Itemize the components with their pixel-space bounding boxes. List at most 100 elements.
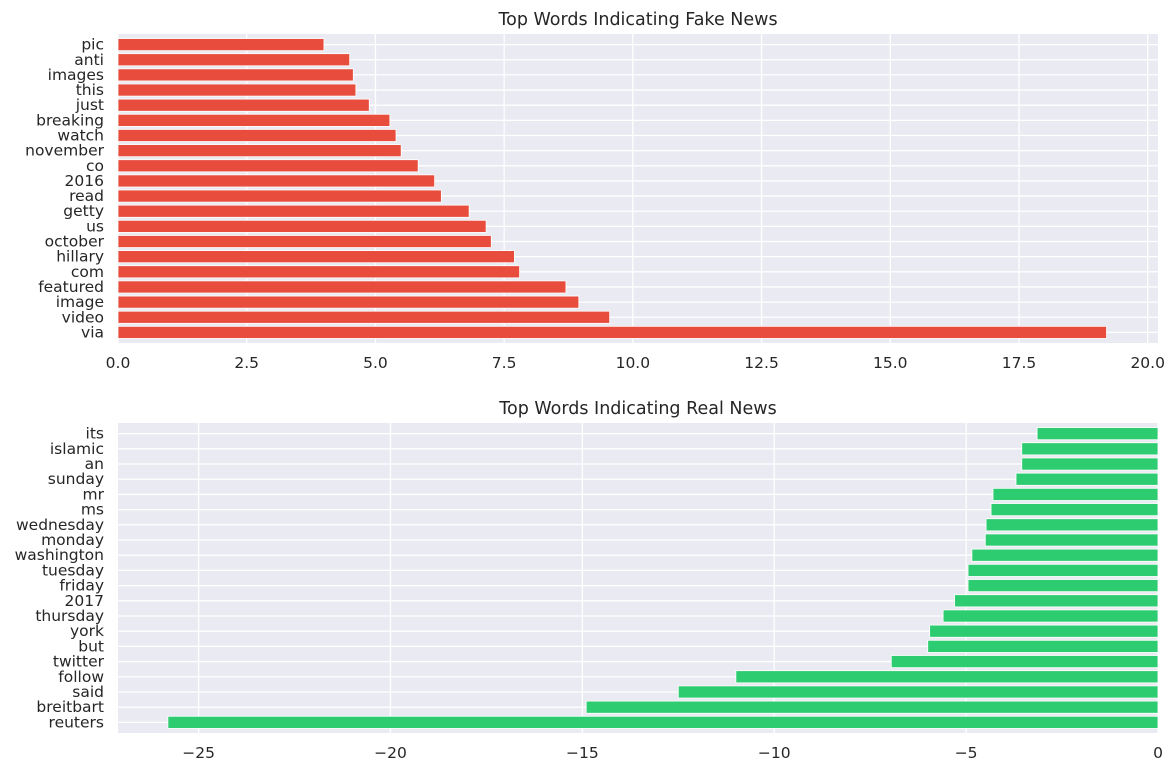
bar-mr <box>992 487 1159 501</box>
bar-breitbart <box>585 700 1159 714</box>
x-tick-label: 17.5 <box>1002 354 1037 372</box>
x-tick-label: −20 <box>374 744 407 762</box>
y-tick-label: just <box>75 96 104 114</box>
fake-news-chart: viavideoimagefeaturedcomhillaryoctoberus… <box>25 10 1165 372</box>
bar-washington <box>971 548 1159 562</box>
y-tick-label: friday <box>59 577 104 595</box>
x-tick-label: 12.5 <box>744 354 779 372</box>
y-tick-label: anti <box>74 51 104 69</box>
bar-sunday <box>1015 472 1159 486</box>
bar-just <box>117 98 370 112</box>
y-tick-label: us <box>86 217 104 235</box>
y-tick-label: featured <box>38 278 104 296</box>
y-tick-label: but <box>78 637 104 655</box>
bar-read <box>117 189 442 203</box>
bar-follow <box>735 670 1159 684</box>
bar-reuters <box>167 715 1159 729</box>
bar-anti <box>117 53 351 67</box>
bar-video <box>117 310 611 324</box>
bar-co <box>117 159 419 173</box>
y-tick-label: monday <box>41 531 104 549</box>
bar-images <box>117 68 354 82</box>
bar-friday <box>967 579 1159 593</box>
y-tick-label: images <box>48 66 104 84</box>
y-tick-label: hillary <box>56 248 104 266</box>
y-tick-label: com <box>71 263 104 281</box>
bar-thursday <box>942 609 1159 623</box>
bar-november <box>117 144 402 158</box>
bar-image <box>117 295 580 309</box>
bar-wednesday <box>985 518 1159 532</box>
bar-an <box>1021 457 1159 471</box>
y-tick-label: 2016 <box>65 172 104 190</box>
bar-monday <box>984 533 1159 547</box>
y-tick-label: getty <box>63 202 104 220</box>
bar-twitter <box>890 655 1159 669</box>
bar-2016 <box>117 174 436 188</box>
bar-pic <box>117 38 325 52</box>
y-tick-label: twitter <box>53 653 105 671</box>
bar-but <box>927 639 1159 653</box>
y-tick-label: islamic <box>50 440 104 458</box>
y-tick-label: an <box>85 455 104 473</box>
bar-october <box>117 235 492 248</box>
bar-com <box>117 265 520 279</box>
y-tick-label: co <box>86 157 104 175</box>
y-tick-label: said <box>72 683 104 701</box>
y-tick-label: video <box>62 308 104 326</box>
bar-its <box>1036 427 1159 441</box>
y-tick-label: november <box>25 142 104 160</box>
y-tick-label: follow <box>58 668 104 686</box>
bar-featured <box>117 280 567 294</box>
y-tick-label: york <box>70 622 104 640</box>
bar-getty <box>117 204 470 218</box>
bar-said <box>677 685 1159 699</box>
chart-title: Top Words Indicating Real News <box>498 399 776 419</box>
y-tick-label: pic <box>81 36 104 54</box>
y-tick-label: october <box>45 233 105 251</box>
x-tick-label: 0.0 <box>106 354 131 372</box>
bar-us <box>117 219 487 233</box>
chart-title: Top Words Indicating Fake News <box>497 10 777 30</box>
y-tick-label: via <box>81 323 104 341</box>
x-tick-label: 2.5 <box>234 354 259 372</box>
bar-hillary <box>117 250 515 264</box>
x-tick-label: −10 <box>758 744 791 762</box>
y-tick-label: wednesday <box>16 516 104 534</box>
x-tick-label: 20.0 <box>1130 354 1165 372</box>
x-tick-label: 7.5 <box>492 354 517 372</box>
x-tick-label: −15 <box>566 744 599 762</box>
y-tick-label: this <box>76 81 104 99</box>
bar-watch <box>117 129 397 142</box>
bar-islamic <box>1021 442 1159 456</box>
y-tick-label: its <box>86 425 104 443</box>
y-tick-label: reuters <box>49 713 104 731</box>
y-tick-label: mr <box>83 485 105 503</box>
x-tick-label: 10.0 <box>616 354 651 372</box>
y-tick-label: washington <box>15 546 104 564</box>
real-news-chart: reutersbreitbartsaidfollowtwitterbutyork… <box>15 399 1163 762</box>
x-tick-label: −25 <box>182 744 215 762</box>
bar-ms <box>990 503 1159 517</box>
y-tick-label: watch <box>57 126 104 144</box>
y-tick-label: thursday <box>35 607 104 625</box>
y-tick-label: sunday <box>48 470 104 488</box>
bar-breaking <box>117 113 391 127</box>
y-tick-label: breitbart <box>36 698 104 716</box>
y-tick-label: breaking <box>36 111 104 129</box>
y-tick-label: tuesday <box>42 561 104 579</box>
bar-this <box>117 83 357 97</box>
bar-york <box>929 624 1159 638</box>
x-tick-label: −5 <box>955 744 978 762</box>
bar-tuesday <box>967 563 1159 577</box>
x-tick-label: 0 <box>1153 744 1163 762</box>
x-tick-label: 5.0 <box>363 354 388 372</box>
bar-via <box>117 325 1107 339</box>
y-tick-label: ms <box>81 501 104 519</box>
bar-2017 <box>954 594 1159 608</box>
y-tick-label: read <box>69 187 104 205</box>
x-tick-label: 15.0 <box>873 354 908 372</box>
y-tick-label: 2017 <box>65 592 104 610</box>
y-tick-label: image <box>56 293 104 311</box>
